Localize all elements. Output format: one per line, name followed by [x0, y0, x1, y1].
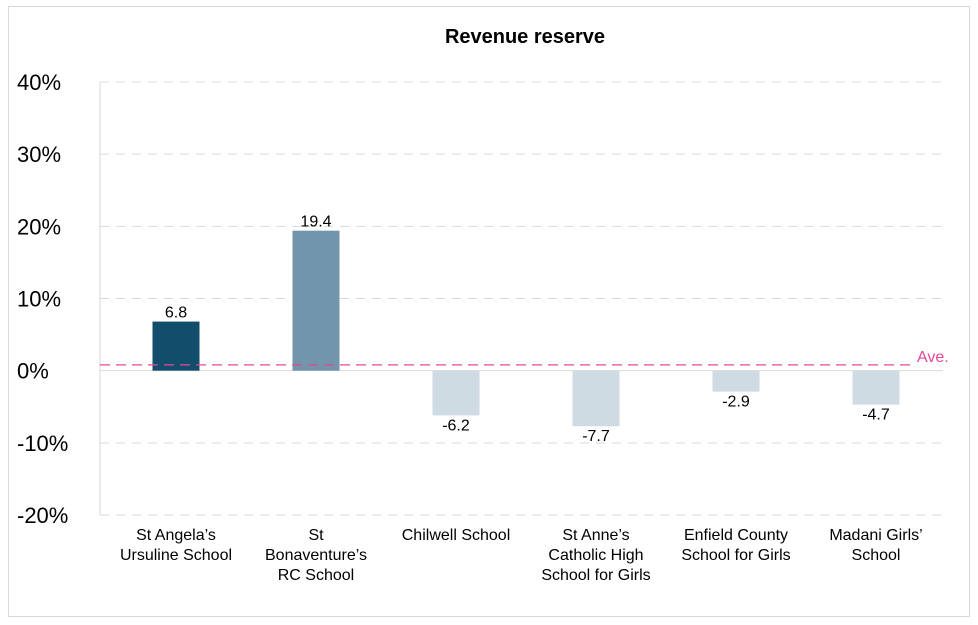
bar: [712, 370, 760, 392]
y-tick-label: 10%: [17, 287, 61, 312]
x-tick-label: Chilwell School: [402, 527, 511, 544]
x-tick-label: St Bonaventure’s RC School: [265, 527, 367, 584]
data-label: 6.8: [165, 305, 187, 322]
data-label: -6.2: [442, 417, 470, 434]
x-axis: St Angela’s Ursuline School St Bonaventure’…: [120, 527, 923, 584]
average-label: Ave.: [917, 349, 949, 366]
data-labels: 6.8 19.4 -6.2 -7.7 -2.9 -4.7: [165, 214, 890, 446]
data-label: -2.9: [722, 394, 750, 411]
bar: [292, 230, 340, 371]
bar: [572, 370, 620, 427]
average-line-group: Ave.: [100, 349, 949, 366]
x-tick-label: Enfield County School for Girls: [681, 527, 790, 564]
x-tick-label: Madani Girls’ School: [829, 527, 922, 564]
data-label: -7.7: [582, 428, 610, 445]
y-tick-label: 0%: [17, 359, 49, 384]
y-tick-label: 40%: [17, 70, 61, 95]
chart-title: Revenue reserve: [445, 26, 605, 48]
y-tick-label: 30%: [17, 142, 61, 167]
bar: [152, 321, 200, 371]
y-tick-label: -20%: [17, 503, 68, 528]
bars: [152, 230, 900, 427]
bar: [432, 370, 480, 416]
y-tick-label: -10%: [17, 431, 68, 456]
gridlines: [100, 81, 943, 516]
y-axis: 40% 30% 20% 10% 0% -10% -20%: [17, 70, 101, 528]
x-tick-label: St Anne’s Catholic High School for Girls: [541, 527, 650, 584]
bar: [852, 370, 900, 405]
data-label: -4.7: [862, 407, 890, 424]
data-label: 19.4: [300, 214, 331, 231]
x-tick-label: St Angela’s Ursuline School: [120, 527, 232, 564]
y-tick-label: 20%: [17, 214, 61, 239]
